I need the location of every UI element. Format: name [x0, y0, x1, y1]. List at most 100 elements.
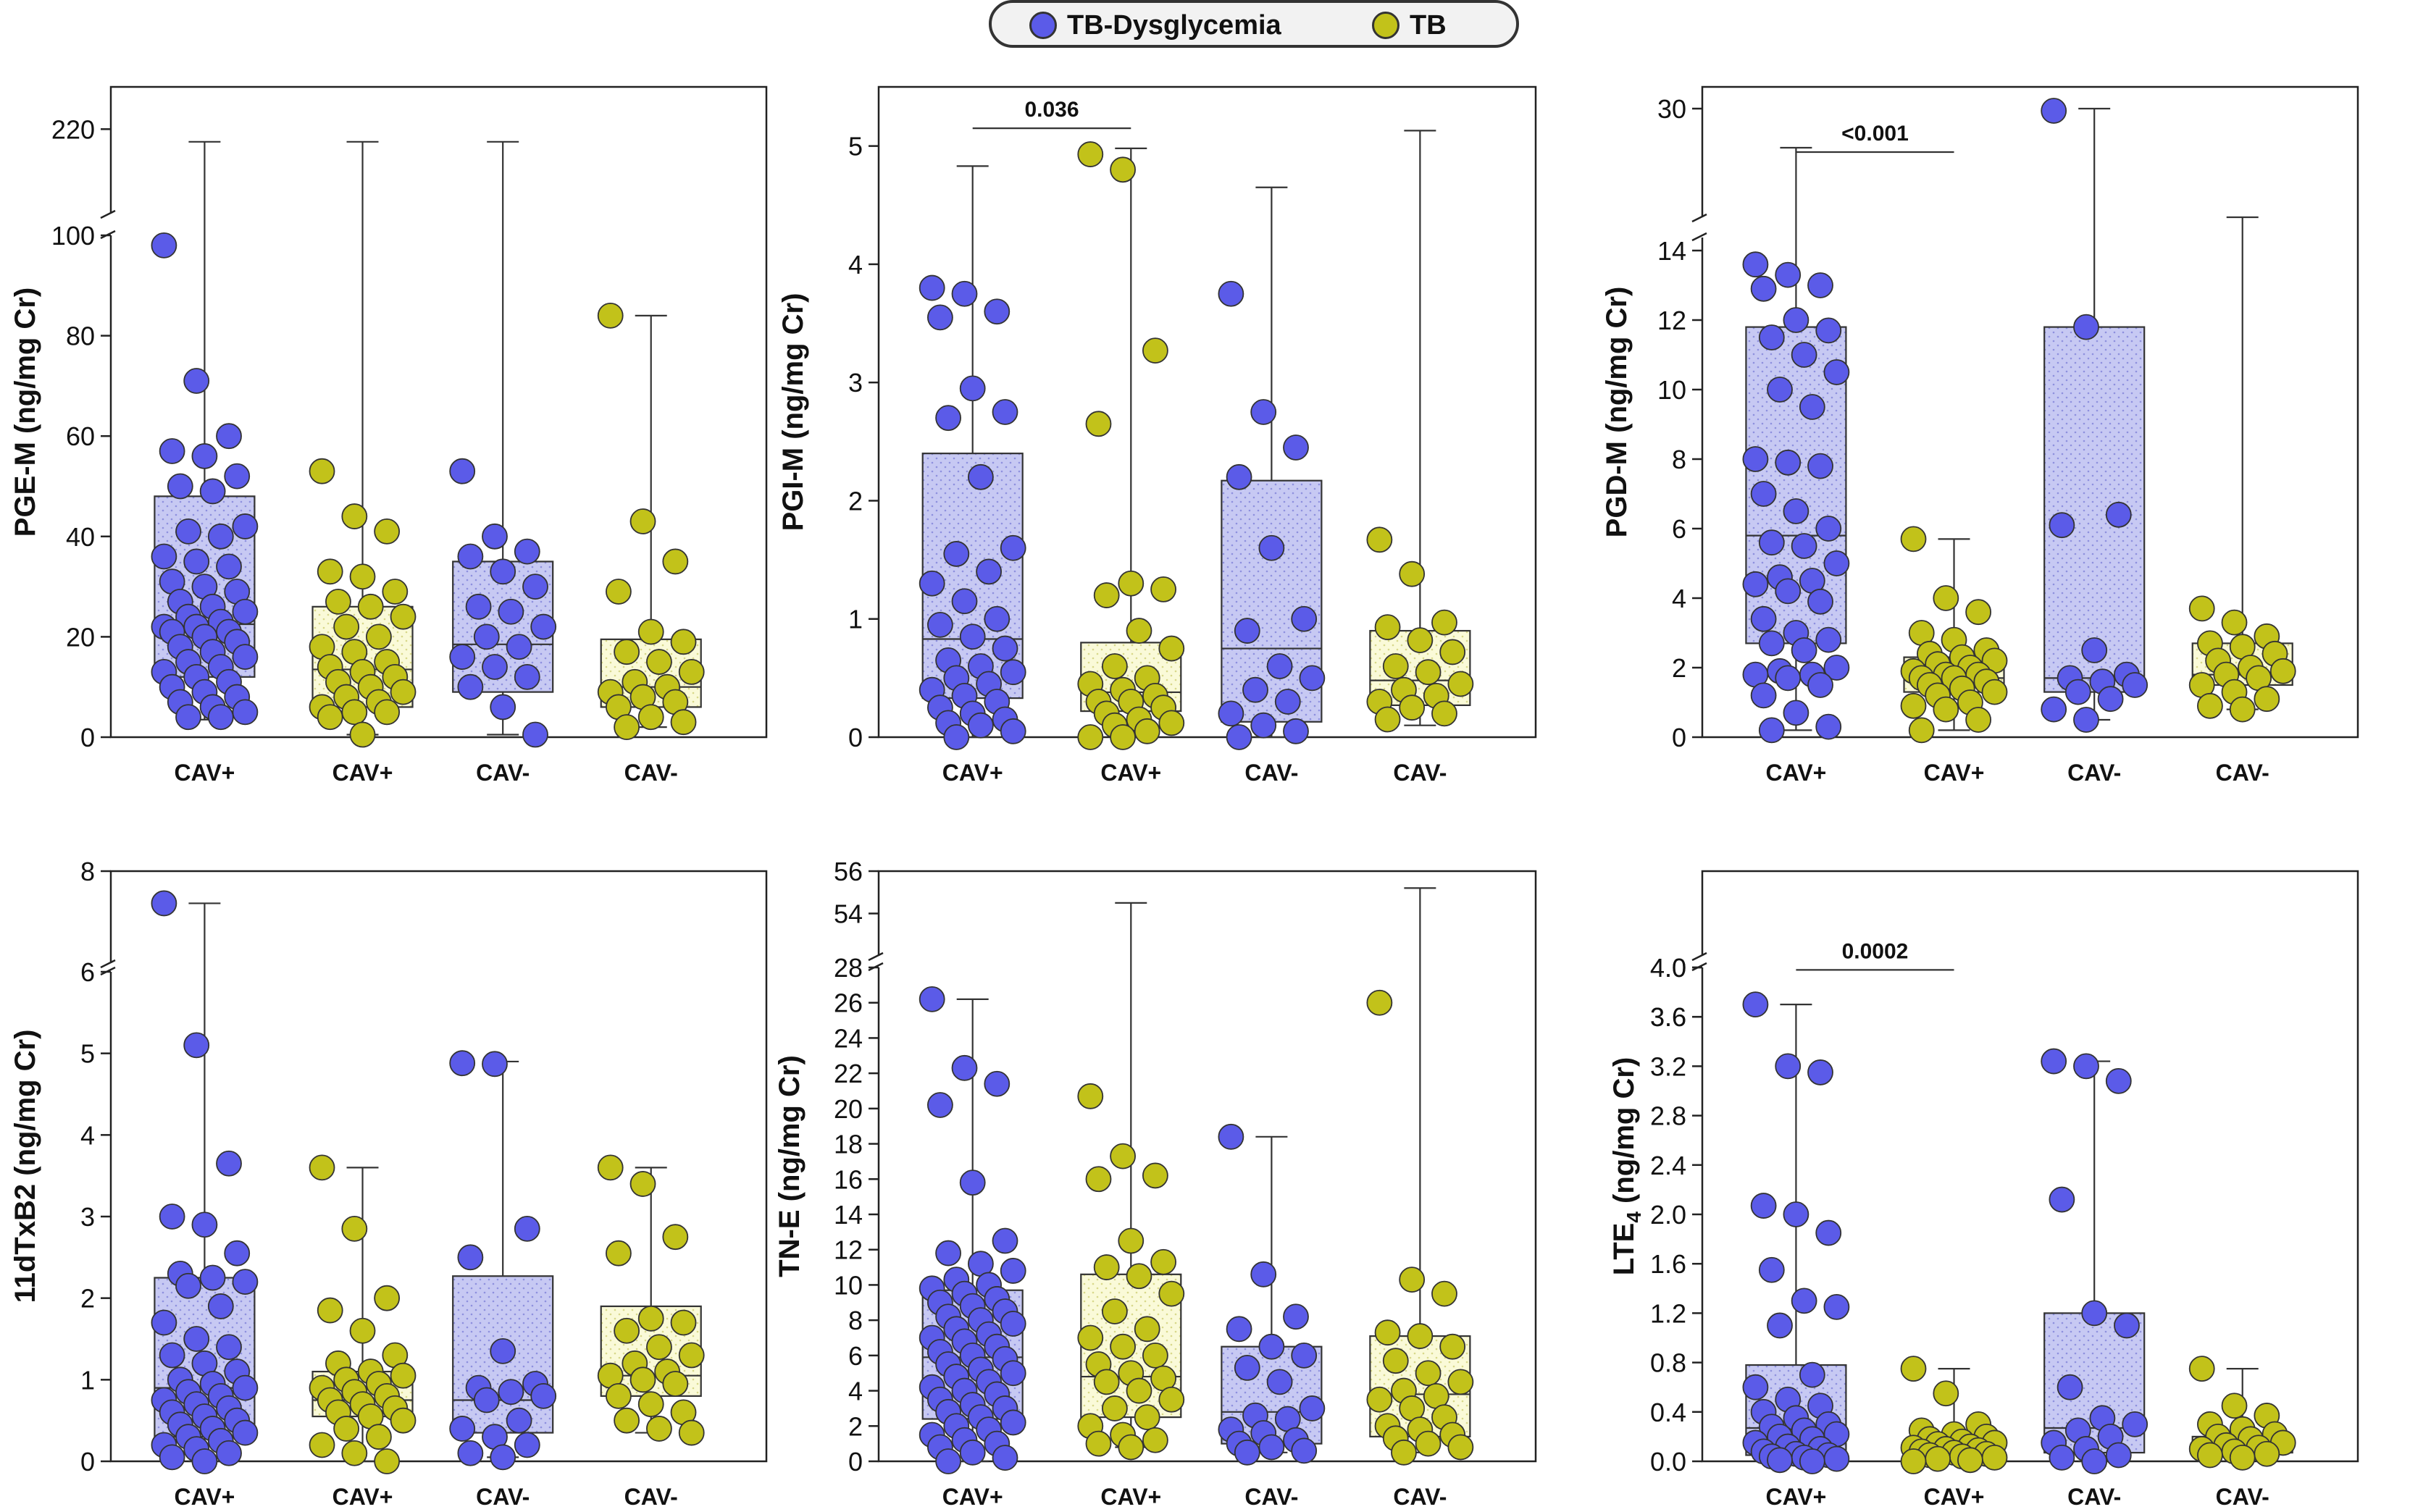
data-point	[1274, 689, 1301, 715]
y-tick-label: 4.0	[1650, 953, 1686, 983]
y-tick-label: 1.6	[1650, 1249, 1686, 1279]
y-tick-label: 22	[834, 1059, 863, 1088]
data-point	[374, 1448, 401, 1474]
data-point	[1158, 635, 1185, 662]
box-group-1	[919, 165, 1026, 750]
data-point	[216, 553, 242, 580]
data-point	[984, 605, 1011, 632]
data-point	[614, 714, 640, 741]
data-point	[1077, 1083, 1104, 1109]
data-point	[191, 443, 218, 469]
data-point	[1807, 453, 1833, 479]
data-point	[473, 1387, 500, 1414]
data-point	[1399, 560, 1426, 587]
data-point	[1933, 1380, 1959, 1407]
x-tick-label: CAV-	[1393, 760, 1447, 786]
data-point	[1742, 571, 1769, 597]
x-tick-label: CAV-	[1244, 1484, 1298, 1510]
data-point	[1110, 1143, 1136, 1169]
data-point	[2073, 314, 2099, 340]
data-point	[1093, 1254, 1120, 1280]
data-point	[1283, 1303, 1309, 1330]
y-tick-label: 8	[80, 857, 95, 886]
y-tick-label: 6	[848, 1341, 863, 1371]
data-point	[1981, 679, 2008, 705]
data-point	[341, 1216, 368, 1242]
data-point	[530, 1382, 557, 1409]
data-point	[2049, 1186, 2075, 1213]
legend-item-tb-dysglycemia: TB-Dysglycemia	[1029, 9, 1281, 42]
data-point	[175, 704, 201, 731]
data-point	[530, 613, 557, 640]
data-point	[935, 405, 962, 432]
data-point	[919, 274, 945, 301]
data-point	[1126, 618, 1152, 644]
data-point	[1250, 399, 1277, 425]
data-point	[2041, 1048, 2067, 1075]
data-point	[232, 1419, 259, 1446]
data-point	[943, 541, 970, 567]
data-point	[1957, 1447, 1983, 1474]
data-point	[1118, 1227, 1145, 1254]
y-tick-label: 12	[834, 1235, 863, 1265]
data-point	[191, 1448, 218, 1474]
data-point	[1767, 377, 1793, 403]
chart-pge-m: 0 20 40 60 80 100 220 PGE-M (ng/mg Cr) CAV+ CAV+ C…	[9, 85, 768, 786]
y-tick-label: 4.0	[1650, 953, 1686, 983]
y-tick-label: 14	[834, 1200, 863, 1230]
data-point	[341, 1440, 368, 1466]
data-point	[317, 1297, 343, 1324]
data-point	[951, 588, 978, 615]
y-tick-label: 4	[848, 250, 863, 280]
data-point	[151, 232, 177, 259]
y-tick-label: 6	[80, 957, 95, 987]
axis-break-mark	[1691, 213, 1707, 242]
legend: TB-Dysglycemia TB	[989, 0, 1519, 48]
data-point	[1965, 707, 1992, 733]
data-point	[606, 579, 632, 605]
data-point	[1110, 1333, 1136, 1360]
data-point	[490, 558, 516, 585]
data-point	[606, 1240, 632, 1267]
data-point	[232, 1374, 259, 1401]
data-point	[1767, 1447, 1793, 1474]
data-point	[309, 1432, 335, 1458]
data-point	[1799, 394, 1825, 420]
data-point	[1439, 1333, 1466, 1360]
y-axis-label: 11dTxB2 (ng/mg Cr)	[9, 1030, 41, 1303]
y-tick-label: 2.8	[1650, 1101, 1686, 1131]
data-point	[614, 1407, 640, 1434]
x-tick-label: CAV-	[2067, 760, 2121, 786]
data-point	[678, 659, 705, 685]
data-point	[959, 375, 986, 402]
y-tick-label: 4	[848, 1377, 863, 1406]
data-point	[919, 986, 945, 1012]
data-point	[1142, 1427, 1168, 1453]
data-point	[2122, 672, 2149, 698]
data-point	[935, 1448, 962, 1474]
data-point	[1407, 1323, 1434, 1349]
data-point	[2197, 1442, 2223, 1469]
data-point	[2064, 679, 2091, 705]
legend-item-tb: TB	[1372, 9, 1447, 42]
data-point	[333, 1416, 360, 1442]
x-tick-label: CAV+	[1765, 1484, 1826, 1510]
data-point	[1783, 307, 1809, 333]
data-point	[1742, 446, 1769, 472]
data-point	[1750, 275, 1777, 302]
data-point	[175, 1272, 201, 1299]
data-point	[449, 1050, 476, 1077]
data-point	[1783, 1201, 1809, 1227]
data-point	[1783, 498, 1809, 524]
data-point	[175, 518, 201, 545]
data-point	[2073, 1053, 2099, 1080]
data-point	[1783, 700, 1809, 726]
data-point	[2097, 686, 2124, 713]
data-point	[1258, 1434, 1285, 1461]
y-tick-label: 8	[1672, 445, 1686, 474]
y-tick-label: 16	[834, 1164, 863, 1194]
y-tick-label: 10	[834, 1270, 863, 1300]
box-group-3	[449, 1050, 557, 1471]
data-point	[1758, 717, 1785, 744]
